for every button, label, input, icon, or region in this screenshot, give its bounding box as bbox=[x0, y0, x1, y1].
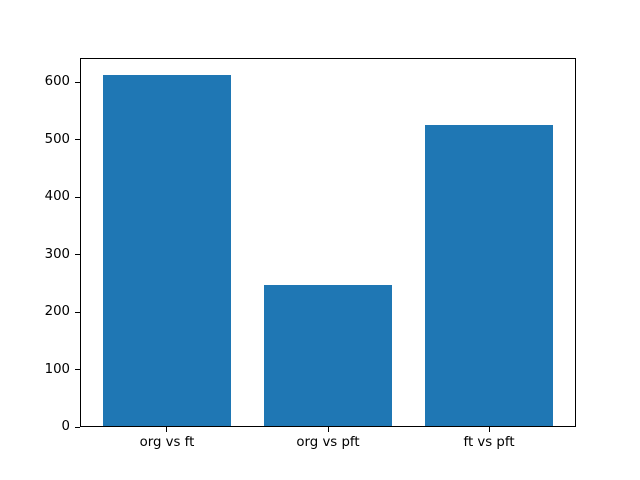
bar-org-vs-pft bbox=[263, 285, 393, 428]
y-tick-mark bbox=[75, 139, 80, 141]
x-tick-label: ft vs pft bbox=[463, 435, 515, 451]
y-tick-label: 400 bbox=[44, 189, 70, 205]
y-tick-mark bbox=[75, 426, 80, 428]
y-tick-label: 500 bbox=[44, 131, 70, 147]
bar-ft-vs-pft bbox=[424, 124, 554, 428]
x-tick-label: org vs ft bbox=[139, 435, 195, 451]
bar-org-vs-ft bbox=[102, 75, 232, 428]
x-tick-mark bbox=[488, 427, 490, 433]
x-tick-mark bbox=[327, 427, 329, 433]
y-tick-label: 600 bbox=[44, 74, 70, 90]
y-tick-label: 300 bbox=[44, 246, 70, 262]
plot-area bbox=[80, 57, 576, 428]
x-tick-label: org vs pft bbox=[296, 435, 360, 451]
y-tick-label: 100 bbox=[44, 361, 70, 377]
y-tick-label: 200 bbox=[44, 304, 70, 320]
y-tick-mark bbox=[75, 196, 80, 198]
x-tick-mark bbox=[166, 427, 168, 433]
y-tick-mark bbox=[75, 81, 80, 83]
y-tick-mark bbox=[75, 369, 80, 371]
y-tick-mark bbox=[75, 311, 80, 313]
y-tick-label: 0 bbox=[61, 419, 70, 435]
y-tick-mark bbox=[75, 254, 80, 256]
